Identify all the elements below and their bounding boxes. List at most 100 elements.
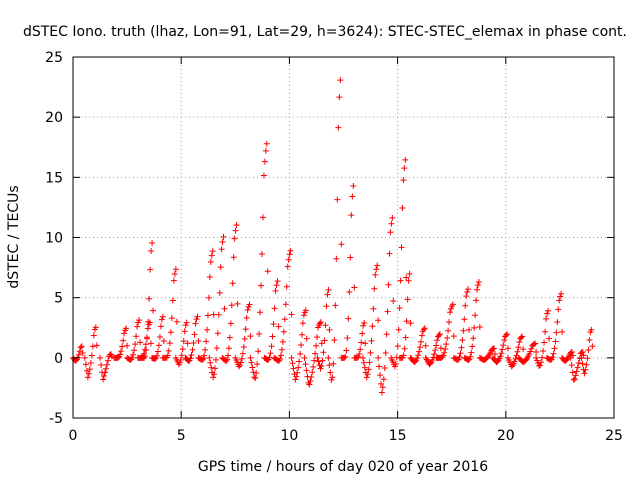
data-point (307, 378, 314, 385)
data-point (317, 319, 324, 326)
data-point (568, 362, 575, 369)
data-point (277, 352, 284, 359)
data-point (203, 338, 210, 345)
data-point (532, 340, 539, 347)
data-point (468, 349, 475, 356)
data-point (279, 338, 286, 345)
data-point (232, 227, 239, 234)
data-point (360, 322, 367, 329)
data-point (329, 374, 336, 381)
data-point (400, 177, 407, 184)
data-point (216, 289, 223, 296)
data-point (302, 361, 309, 368)
data-point (325, 354, 332, 361)
data-point (377, 380, 384, 387)
x-tick-label: 5 (177, 428, 186, 444)
data-point (202, 346, 209, 353)
data-point (284, 263, 291, 270)
data-point (77, 344, 84, 351)
data-point (400, 352, 407, 359)
data-point (157, 323, 164, 330)
data-point (473, 286, 480, 293)
data-point (390, 298, 397, 305)
data-point (368, 337, 375, 344)
data-point (124, 342, 131, 349)
data-point (147, 266, 154, 273)
data-point (373, 266, 380, 273)
data-point (206, 354, 213, 361)
data-point (367, 349, 374, 356)
data-point (205, 294, 212, 301)
data-point (365, 366, 372, 373)
data-point (142, 341, 149, 348)
data-point (249, 364, 256, 371)
data-point (473, 297, 480, 304)
data-point (380, 376, 387, 383)
data-point (402, 156, 409, 163)
data-point (311, 357, 318, 364)
data-point (396, 304, 403, 311)
y-tick-label: 15 (45, 170, 63, 186)
data-point (497, 353, 504, 360)
data-point (259, 214, 266, 221)
data-point (121, 330, 128, 337)
x-tick-label: 0 (69, 428, 78, 444)
data-point (248, 359, 255, 366)
data-point (103, 365, 110, 372)
data-point (420, 326, 427, 333)
data-point (236, 363, 243, 370)
data-point (571, 376, 578, 383)
data-point (359, 330, 366, 337)
data-point (228, 302, 235, 309)
data-point (328, 376, 335, 383)
data-point (177, 356, 184, 363)
data-point (84, 374, 91, 381)
y-tick-label: 25 (45, 50, 63, 66)
data-point (391, 363, 398, 370)
data-point (442, 346, 449, 353)
data-point (556, 297, 563, 304)
data-point (300, 312, 307, 319)
data-point (360, 359, 367, 366)
data-point (280, 328, 287, 335)
data-point (221, 305, 228, 312)
data-point (148, 248, 155, 255)
data-point (314, 334, 321, 341)
data-point (188, 352, 195, 359)
data-point (167, 329, 174, 336)
data-point (579, 348, 586, 355)
data-point (256, 331, 263, 338)
data-point (338, 241, 345, 248)
data-point (251, 374, 258, 381)
data-point (381, 364, 388, 371)
data-point (224, 352, 231, 359)
data-point (310, 363, 317, 370)
data-point (585, 346, 592, 353)
data-point (246, 301, 253, 308)
data-point (334, 196, 341, 203)
data-point (383, 331, 390, 338)
data-point (519, 333, 526, 340)
data-point (457, 350, 464, 357)
data-point (302, 307, 309, 314)
data-point (143, 346, 150, 353)
data-point (326, 326, 333, 333)
data-point (463, 293, 470, 300)
data-point (190, 340, 197, 347)
data-point (362, 340, 369, 347)
data-point (155, 342, 162, 349)
data-point (147, 340, 154, 347)
data-point (226, 334, 233, 341)
data-point (462, 302, 469, 309)
data-point (317, 365, 324, 372)
data-point (296, 358, 303, 365)
data-point (271, 305, 278, 312)
data-point (549, 354, 556, 361)
data-point (283, 283, 290, 290)
data-point (465, 356, 472, 363)
data-point (129, 354, 136, 361)
data-point (358, 339, 365, 346)
data-point (543, 315, 550, 322)
data-point (132, 341, 139, 348)
data-point (219, 238, 226, 245)
